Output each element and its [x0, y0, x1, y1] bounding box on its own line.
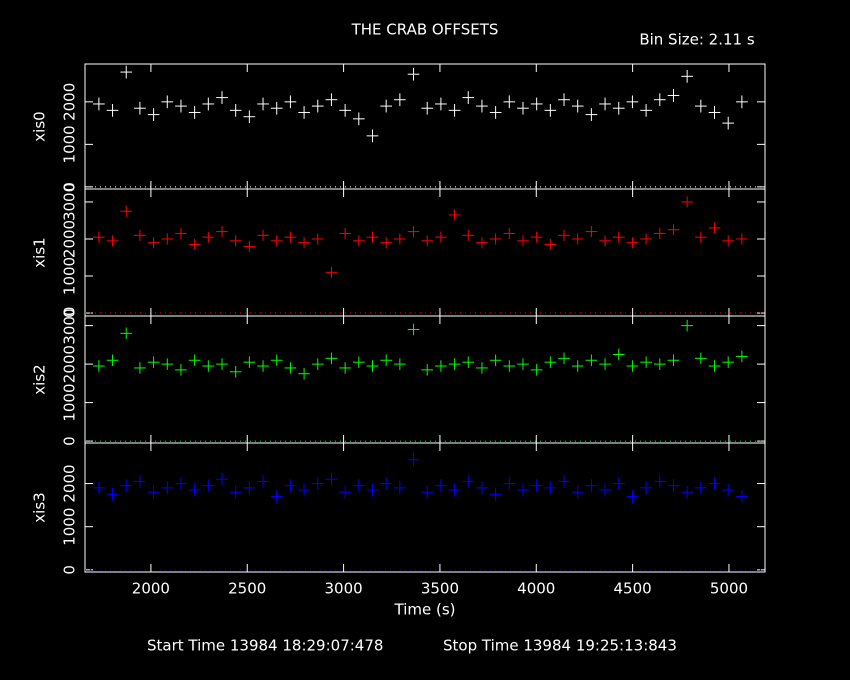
x-tick-label: 3000	[324, 580, 362, 598]
y-axis-label: xis0	[31, 111, 49, 141]
y-tick-label: 0	[61, 308, 79, 318]
chart-title: THE CRAB OFFSETS	[351, 21, 499, 39]
y-tick-label: 1000	[61, 508, 79, 546]
start-time: Start Time 13984 18:29:07:478	[147, 637, 383, 655]
y-axis-label: xis1	[31, 237, 49, 267]
y-tick-label: 1000	[61, 125, 79, 163]
bin-size: Bin Size: 2.11 s	[639, 31, 755, 49]
y-tick-label: 0	[61, 182, 79, 192]
y-tick-label: 2000	[61, 220, 79, 258]
y-axis-label: xis2	[31, 364, 49, 394]
x-tick-label: 2000	[132, 580, 170, 598]
x-tick-label: 4000	[517, 580, 555, 598]
panel-frame	[84, 442, 766, 573]
y-tick-label: 0	[61, 565, 79, 575]
y-tick-label: 1000	[61, 383, 79, 421]
stop-time: Stop Time 13984 19:25:13:843	[443, 637, 677, 655]
x-tick-label: 3500	[421, 580, 459, 598]
x-tick-label: 2500	[228, 580, 266, 598]
y-tick-label: 3000	[61, 183, 79, 221]
x-tick-label: 4500	[614, 580, 652, 598]
x-axis-label: Time (s)	[394, 601, 456, 619]
y-tick-label: 2000	[61, 464, 79, 502]
y-axis-label: xis3	[31, 492, 49, 522]
y-tick-label: 2000	[61, 345, 79, 383]
y-tick-label: 0	[61, 436, 79, 446]
x-tick-label: 5000	[710, 580, 748, 598]
y-tick-label: 2000	[61, 83, 79, 121]
y-tick-label: 3000	[61, 307, 79, 345]
y-tick-label: 1000	[61, 257, 79, 295]
